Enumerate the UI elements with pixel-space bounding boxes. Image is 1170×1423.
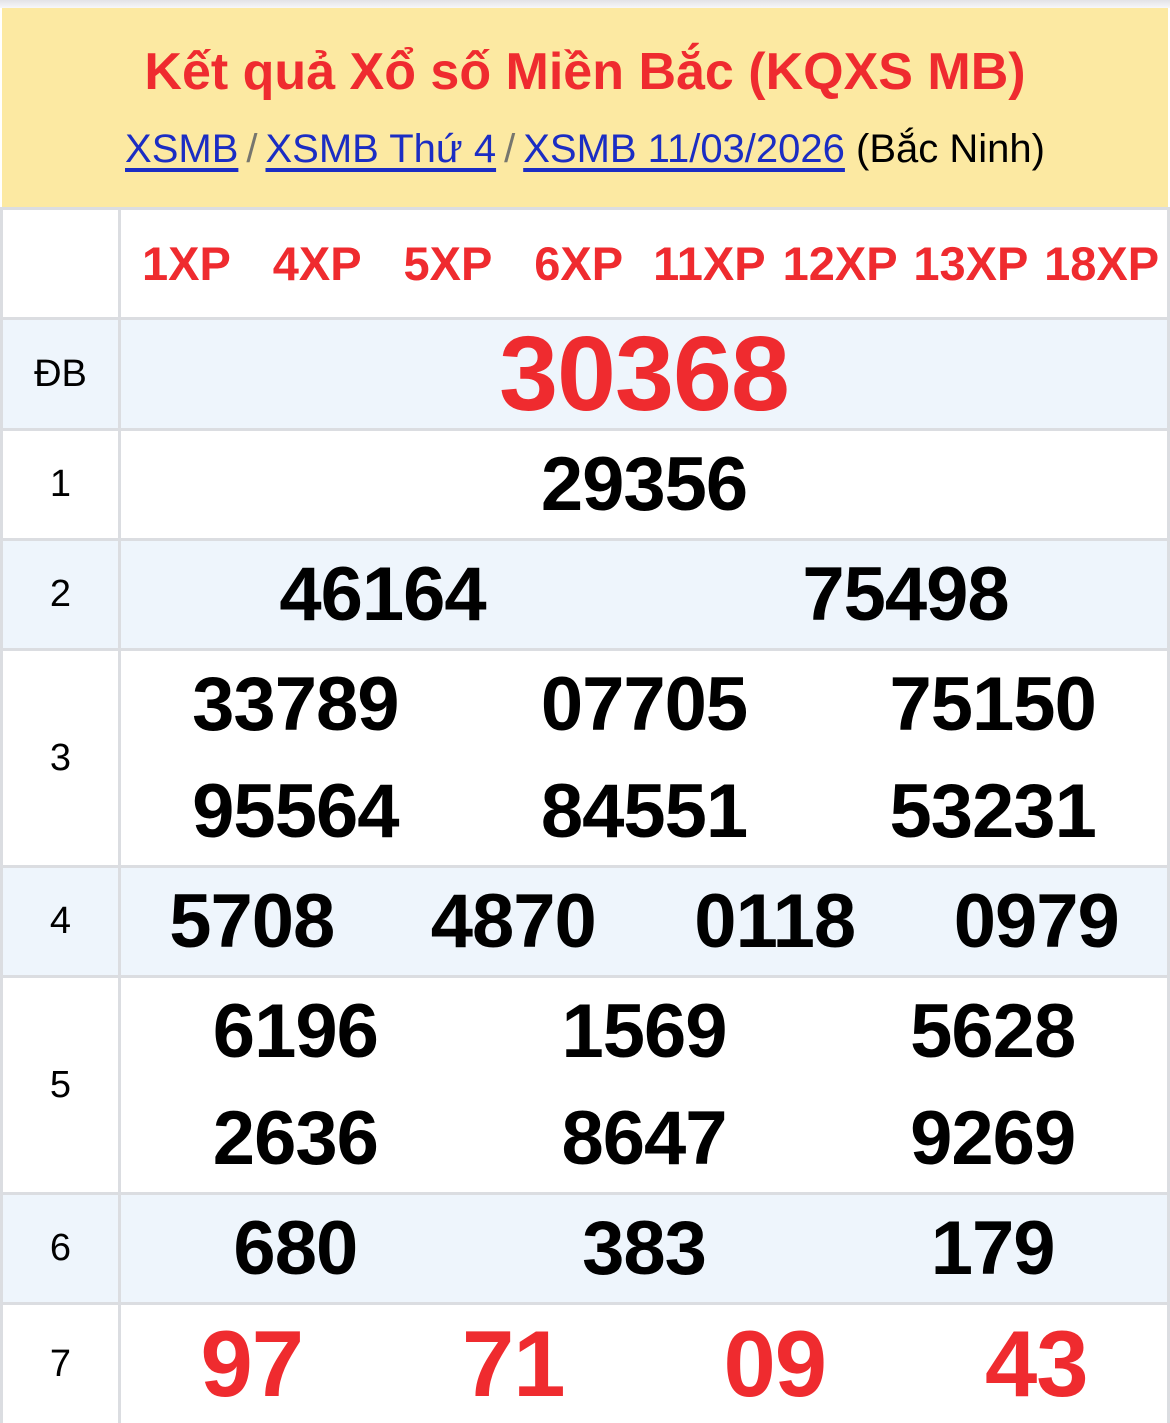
prize-number: 6196 bbox=[212, 988, 379, 1074]
number-line: 97 71 09 43 bbox=[121, 1305, 1167, 1423]
breadcrumb-province: (Bắc Ninh) bbox=[856, 127, 1045, 172]
page-top-edge bbox=[0, 0, 1170, 8]
table-row: 6 680 383 179 bbox=[3, 1195, 1167, 1305]
lottery-header: Kết quả Xổ số Miền Bắc (KQXS MB) XSMB / XS… bbox=[2, 8, 1168, 207]
table-row: 4 5708 4870 0118 0979 bbox=[3, 868, 1167, 978]
number-line: 30368 bbox=[121, 320, 1167, 428]
prize-number: 5628 bbox=[910, 988, 1076, 1074]
breadcrumb-link-xsmb-thu4[interactable]: XSMB Thứ 4 bbox=[265, 127, 497, 172]
number-line: 33789 07705 75150 bbox=[121, 651, 1167, 758]
prize-number: 383 bbox=[582, 1205, 707, 1291]
prize-numbers: 46164 75498 bbox=[121, 541, 1167, 648]
prize-number: 95564 bbox=[192, 768, 399, 854]
prize-number: 75150 bbox=[889, 661, 1097, 747]
prize-number: 680 bbox=[233, 1205, 358, 1291]
table-row: 3 33789 07705 75150 95564 84551 53231 bbox=[3, 651, 1167, 868]
breadcrumb-link-xsmb-date[interactable]: XSMB 11/03/2026 bbox=[523, 127, 845, 172]
prize-number: 71 bbox=[461, 1311, 566, 1416]
xp-header-row: 1XP 4XP 5XP 6XP 11XP 12XP 13XP 18XP bbox=[3, 210, 1167, 320]
lottery-results-table: 1XP 4XP 5XP 6XP 11XP 12XP 13XP 18XP ĐB 30368 1 2935… bbox=[0, 207, 1170, 1423]
prize-numbers: 6196 1569 5628 2636 8647 9269 bbox=[121, 978, 1167, 1192]
prize-number: 0979 bbox=[953, 878, 1120, 964]
table-row: 5 6196 1569 5628 2636 8647 9269 bbox=[3, 978, 1167, 1195]
page-title: Kết quả Xổ số Miền Bắc (KQXS MB) bbox=[144, 42, 1026, 101]
prize-number: 8647 bbox=[561, 1095, 727, 1181]
prize-label-7: 7 bbox=[3, 1305, 121, 1423]
prize-number: 2636 bbox=[212, 1095, 379, 1181]
number-line: 2636 8647 9269 bbox=[121, 1085, 1167, 1192]
prize-number: 1569 bbox=[561, 988, 727, 1074]
xp-label: 1XP bbox=[141, 237, 231, 290]
prize-label-5: 5 bbox=[3, 978, 121, 1192]
number-line: 680 383 179 bbox=[121, 1195, 1167, 1302]
prize-numbers: 680 383 179 bbox=[121, 1195, 1167, 1302]
prize-numbers: 29356 bbox=[121, 431, 1167, 538]
table-row: 2 46164 75498 bbox=[3, 541, 1167, 651]
prize-number: 30368 bbox=[499, 315, 790, 433]
prize-number: 53231 bbox=[889, 768, 1097, 854]
xp-label: 6XP bbox=[534, 237, 624, 290]
prize-number: 75498 bbox=[802, 551, 1009, 637]
xp-label: 12XP bbox=[782, 237, 898, 290]
xp-label: 18XP bbox=[1044, 237, 1160, 290]
xp-label: 13XP bbox=[913, 237, 1029, 290]
prize-number: 5708 bbox=[169, 878, 335, 964]
prize-label-db: ĐB bbox=[3, 320, 121, 428]
table-row: 1 29356 bbox=[3, 431, 1167, 541]
xp-label: 4XP bbox=[272, 237, 362, 290]
xp-header-label-cell bbox=[3, 210, 121, 317]
prize-label-1: 1 bbox=[3, 431, 121, 538]
prize-number: 09 bbox=[723, 1311, 827, 1416]
number-line: 5708 4870 0118 0979 bbox=[121, 868, 1167, 975]
prize-number: 33789 bbox=[192, 661, 399, 747]
breadcrumb-link-xsmb[interactable]: XSMB bbox=[125, 127, 239, 172]
prize-number: 43 bbox=[984, 1311, 1089, 1416]
prize-number: 0118 bbox=[694, 878, 856, 964]
xp-label: 11XP bbox=[653, 237, 766, 290]
prize-number: 84551 bbox=[540, 768, 748, 854]
table-row: 7 97 71 09 43 bbox=[3, 1305, 1167, 1423]
number-line: 6196 1569 5628 bbox=[121, 978, 1167, 1085]
prize-number: 179 bbox=[930, 1205, 1056, 1291]
prize-numbers: 33789 07705 75150 95564 84551 53231 bbox=[121, 651, 1167, 865]
prize-number: 4870 bbox=[430, 878, 597, 964]
xp-label: 5XP bbox=[403, 237, 493, 290]
prize-label-2: 2 bbox=[3, 541, 121, 648]
table-row: ĐB 30368 bbox=[3, 320, 1167, 431]
number-line: 29356 bbox=[121, 431, 1167, 538]
breadcrumb-separator: / bbox=[246, 127, 258, 172]
prize-number: 29356 bbox=[540, 441, 748, 527]
prize-number: 9269 bbox=[910, 1095, 1076, 1181]
prize-numbers: 5708 4870 0118 0979 bbox=[121, 868, 1167, 975]
prize-number: 97 bbox=[200, 1311, 304, 1416]
breadcrumb: XSMB / XSMB Thứ 4/XSMB 11/03/2026 (Bắc Nin… bbox=[125, 127, 1045, 171]
breadcrumb-separator: / bbox=[504, 127, 516, 172]
number-line: 46164 75498 bbox=[121, 541, 1167, 648]
prize-numbers: 97 71 09 43 bbox=[121, 1305, 1167, 1423]
prize-label-3: 3 bbox=[3, 651, 121, 865]
number-line: 95564 84551 53231 bbox=[121, 758, 1167, 865]
prize-number: 07705 bbox=[540, 661, 748, 747]
prize-label-4: 4 bbox=[3, 868, 121, 975]
prize-number: 46164 bbox=[279, 551, 486, 637]
prize-label-6: 6 bbox=[3, 1195, 121, 1302]
prize-numbers: 30368 bbox=[121, 320, 1167, 428]
